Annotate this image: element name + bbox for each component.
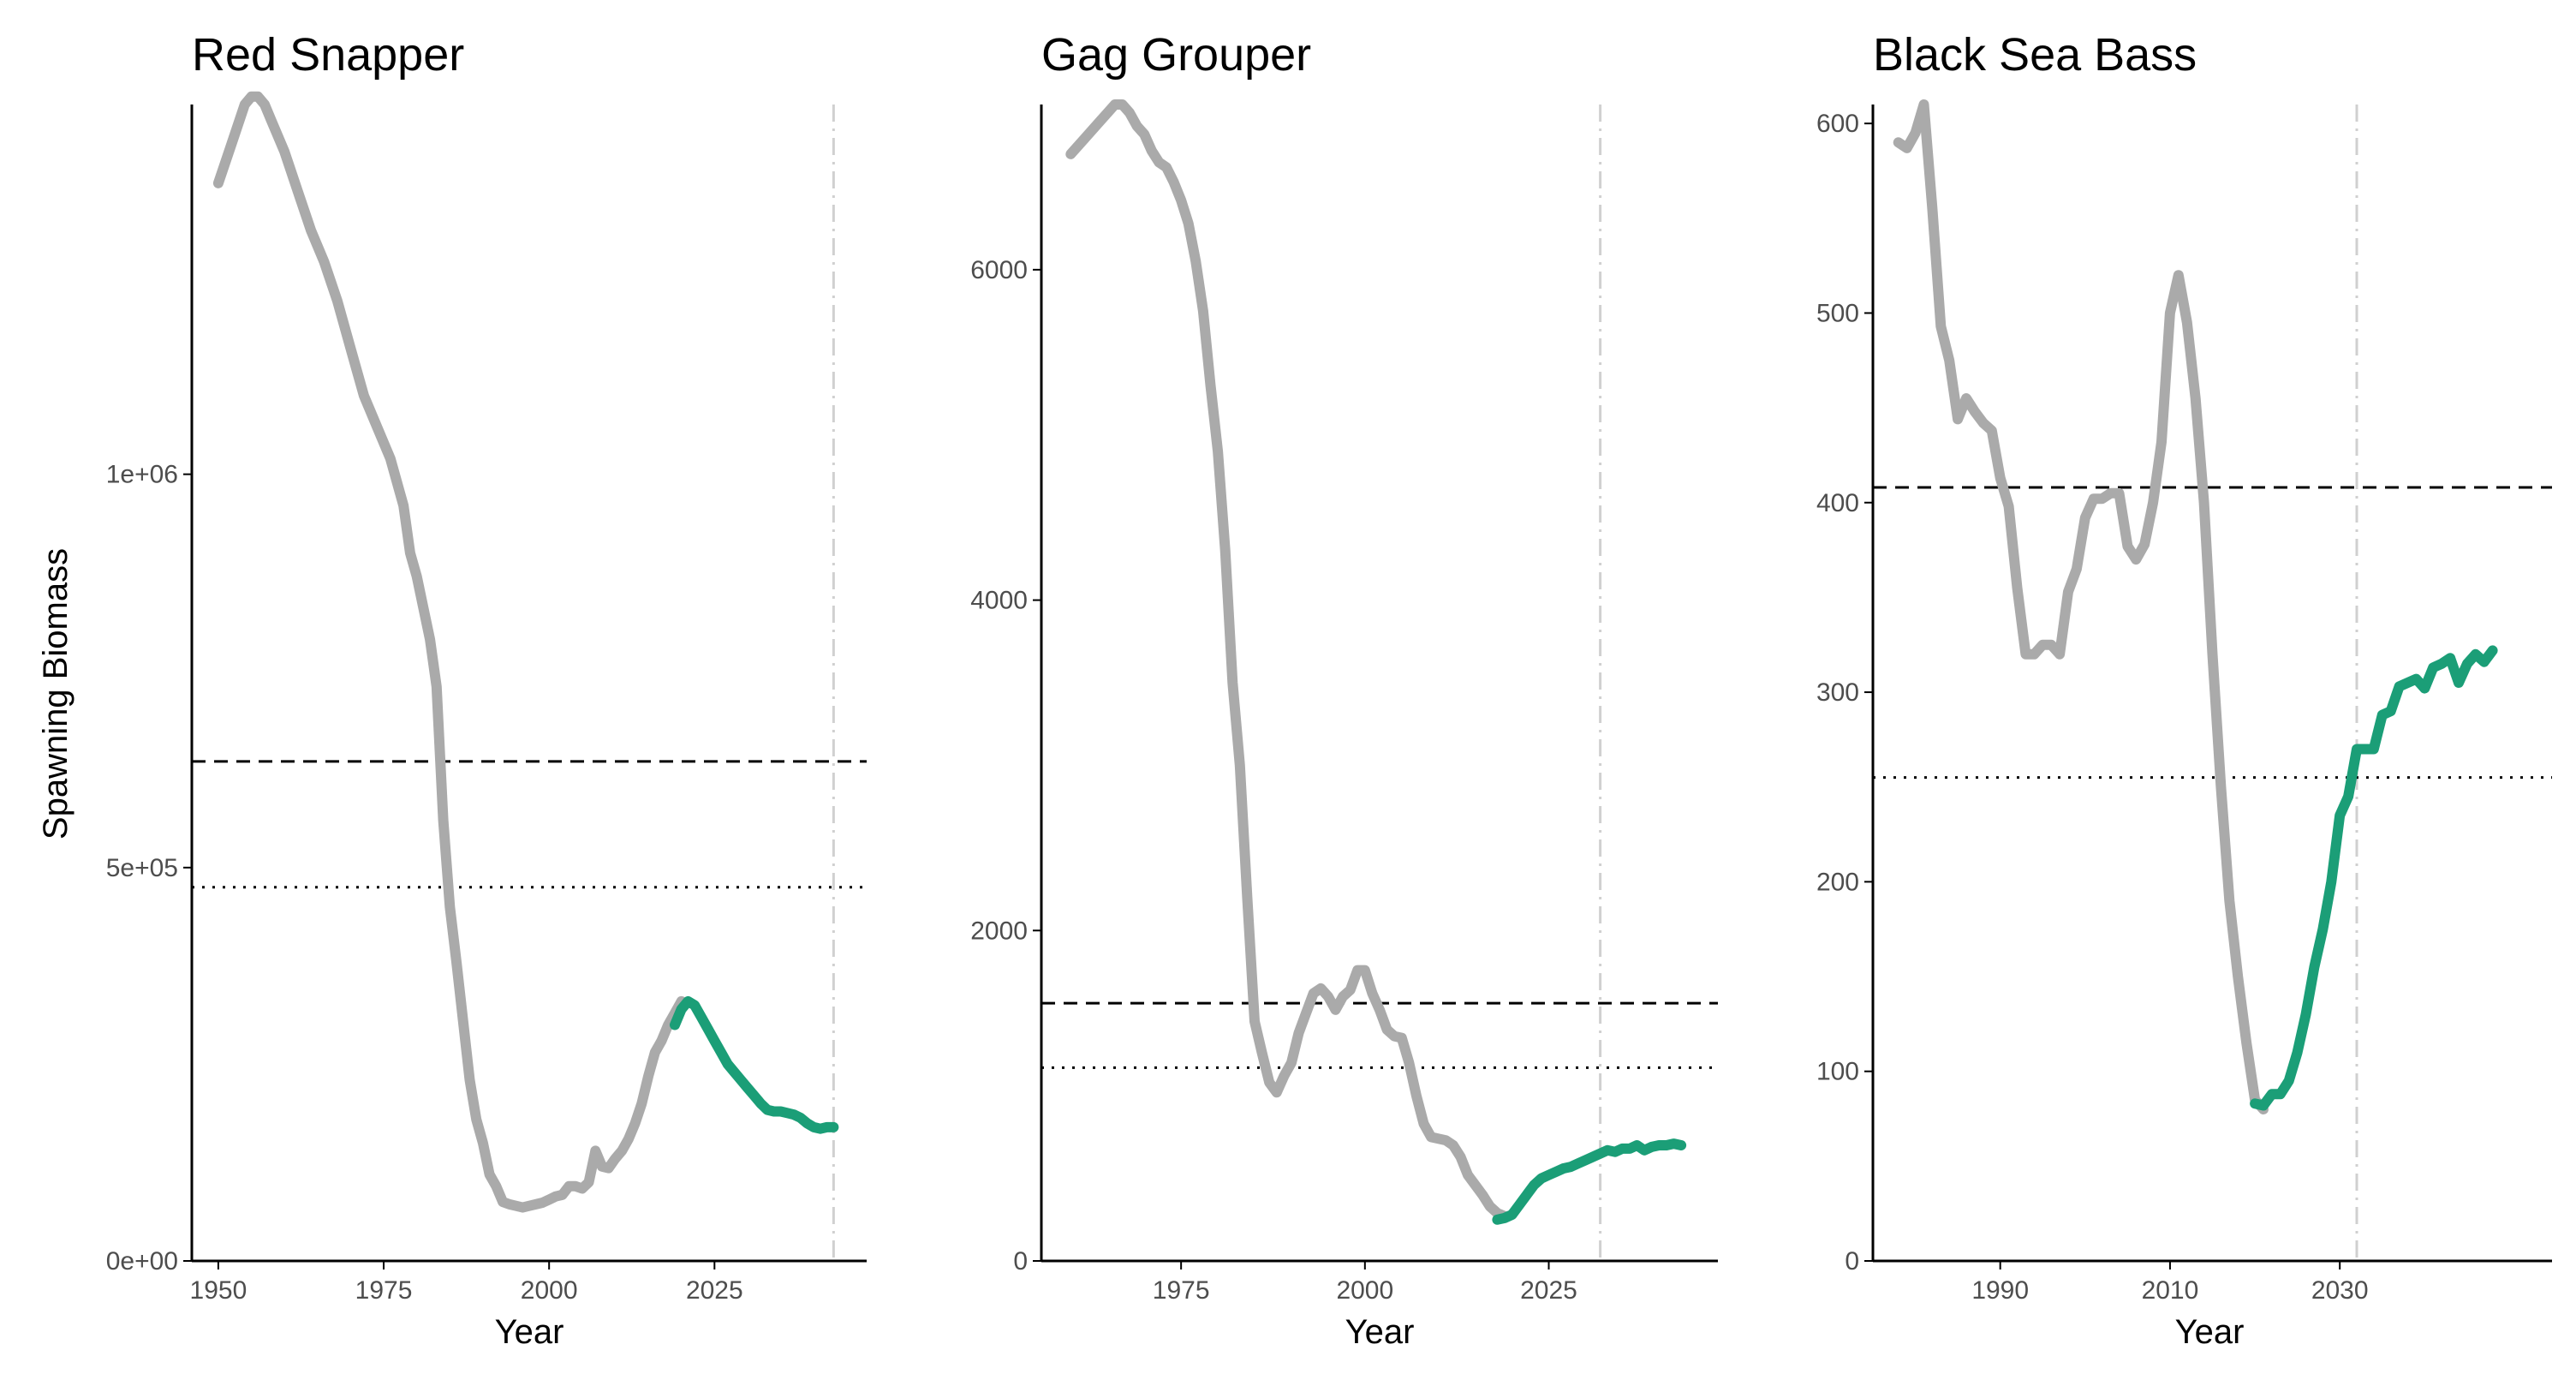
- x-axis-title: Year: [495, 1313, 564, 1351]
- panel-black-sea-bass: Black Sea Bass Year 1990 2010 2030 0 100 200 3…: [1816, 29, 2552, 1351]
- y-tick-label: 0e+00: [106, 1247, 178, 1275]
- series-line-projection: [1492, 1138, 1687, 1225]
- x-tick-label: 2025: [686, 1276, 743, 1305]
- x-tick-label: 2010: [2142, 1276, 2199, 1305]
- panel-red-snapper: Red Snapper Spawning Biomass Year 1950 19…: [37, 29, 867, 1351]
- x-tick-label: 2030: [2311, 1276, 2369, 1305]
- panel-title: Red Snapper: [192, 29, 464, 81]
- x-tick-label: 2000: [1336, 1276, 1393, 1305]
- y-tick-label: 600: [1816, 110, 1859, 138]
- y-tick-label: 1e+06: [106, 461, 178, 489]
- x-axis-title: Year: [2175, 1313, 2245, 1351]
- y-tick-label: 5e+05: [106, 854, 178, 882]
- x-tick-label: 2000: [521, 1276, 578, 1305]
- y-tick-label: 2000: [970, 917, 1028, 945]
- y-tick-label: 0: [1013, 1247, 1028, 1275]
- x-axis-title: Year: [1345, 1313, 1415, 1351]
- y-tick-label: 500: [1816, 299, 1859, 327]
- panel-title: Black Sea Bass: [1873, 29, 2197, 81]
- x-tick-label: 1975: [355, 1276, 413, 1305]
- series-line-historical: [1065, 99, 1510, 1222]
- x-tick-label: 1975: [1153, 1276, 1210, 1305]
- x-tick-label: 2025: [1520, 1276, 1577, 1305]
- y-tick-label: 4000: [970, 587, 1028, 615]
- x-tick-label: 1990: [1971, 1276, 2029, 1305]
- y-tick-label: 400: [1816, 489, 1859, 517]
- series-line-projection: [670, 995, 839, 1134]
- panel-gag-grouper: Gag Grouper Year 1975 2000 2025 0 2000 4000 60…: [970, 29, 1718, 1351]
- y-tick-label: 100: [1816, 1058, 1859, 1086]
- y-tick-label: 6000: [970, 256, 1028, 284]
- y-tick-label: 0: [1845, 1247, 1859, 1275]
- series-line-historical: [1893, 99, 2269, 1114]
- series-line-projection: [2250, 645, 2498, 1111]
- x-tick-label: 1950: [190, 1276, 247, 1305]
- series-line-historical: [212, 91, 687, 1213]
- y-axis-title: Spawning Biomass: [37, 548, 75, 839]
- y-tick-label: 300: [1816, 678, 1859, 707]
- panel-title: Gag Grouper: [1041, 29, 1311, 81]
- y-tick-label: 200: [1816, 868, 1859, 896]
